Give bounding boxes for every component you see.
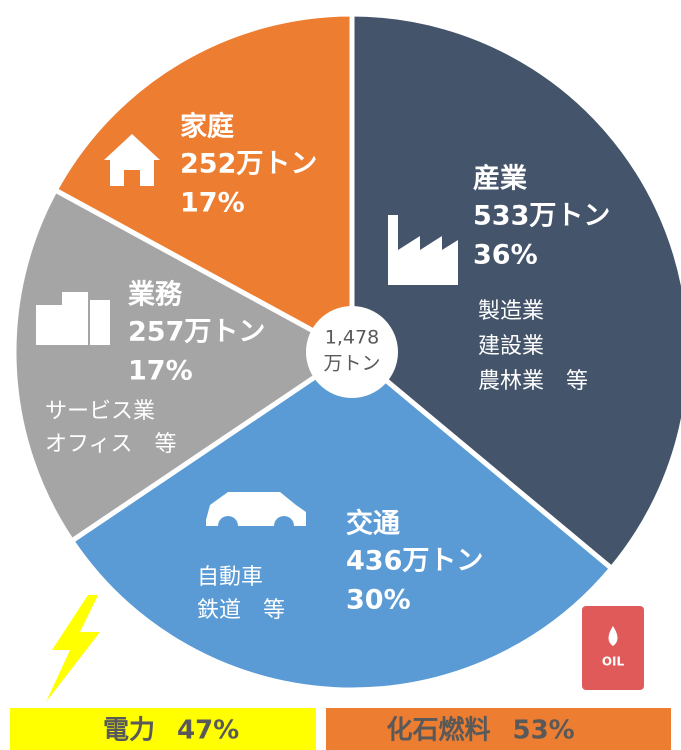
description: 建設業 bbox=[478, 334, 544, 359]
description: 農林業 等 bbox=[478, 369, 588, 394]
energy-share: 47% bbox=[177, 716, 239, 746]
description: 製造業 bbox=[478, 299, 544, 324]
category-label: 業務 bbox=[128, 280, 183, 311]
oil-barrel-icon: OIL bbox=[582, 606, 644, 690]
share-label: 36% bbox=[473, 240, 538, 271]
value-label: 436万トン bbox=[346, 546, 483, 577]
category-label: 交通 bbox=[346, 508, 400, 540]
description: オフィス 等 bbox=[45, 432, 177, 457]
lightning-icon bbox=[46, 595, 100, 702]
center-circle bbox=[306, 306, 398, 398]
building-icon bbox=[36, 292, 110, 345]
total-label: 1,478 bbox=[325, 327, 379, 349]
slice bbox=[11, 186, 357, 545]
category-label: 家庭 bbox=[180, 111, 234, 143]
house-icon bbox=[104, 134, 160, 186]
energy-name: 化石燃料 bbox=[386, 716, 490, 746]
description: 自動車 bbox=[197, 565, 263, 590]
share-label: 17% bbox=[180, 188, 245, 219]
description: サービス業 bbox=[45, 399, 155, 424]
value-label: 533万トン bbox=[473, 201, 610, 232]
description: 鉄道 等 bbox=[197, 598, 285, 623]
energy-bar bbox=[10, 708, 316, 750]
total-unit: 万トン bbox=[323, 353, 380, 375]
value-label: 252万トン bbox=[180, 149, 317, 180]
factory-icon bbox=[388, 215, 458, 285]
value-label: 257万トン bbox=[128, 317, 265, 348]
svg-text:OIL: OIL bbox=[602, 655, 625, 669]
energy-share: 53% bbox=[512, 716, 574, 746]
slice bbox=[51, 11, 355, 357]
share-label: 17% bbox=[128, 356, 193, 387]
share-label: 30% bbox=[346, 585, 411, 616]
slices bbox=[11, 11, 681, 693]
car-icon bbox=[206, 492, 306, 526]
category-label: 産業 bbox=[473, 163, 527, 195]
energy-bar bbox=[325, 708, 671, 750]
energy-name: 電力 bbox=[103, 716, 155, 746]
slice bbox=[349, 11, 681, 572]
icons bbox=[36, 134, 458, 526]
slice bbox=[68, 348, 616, 693]
